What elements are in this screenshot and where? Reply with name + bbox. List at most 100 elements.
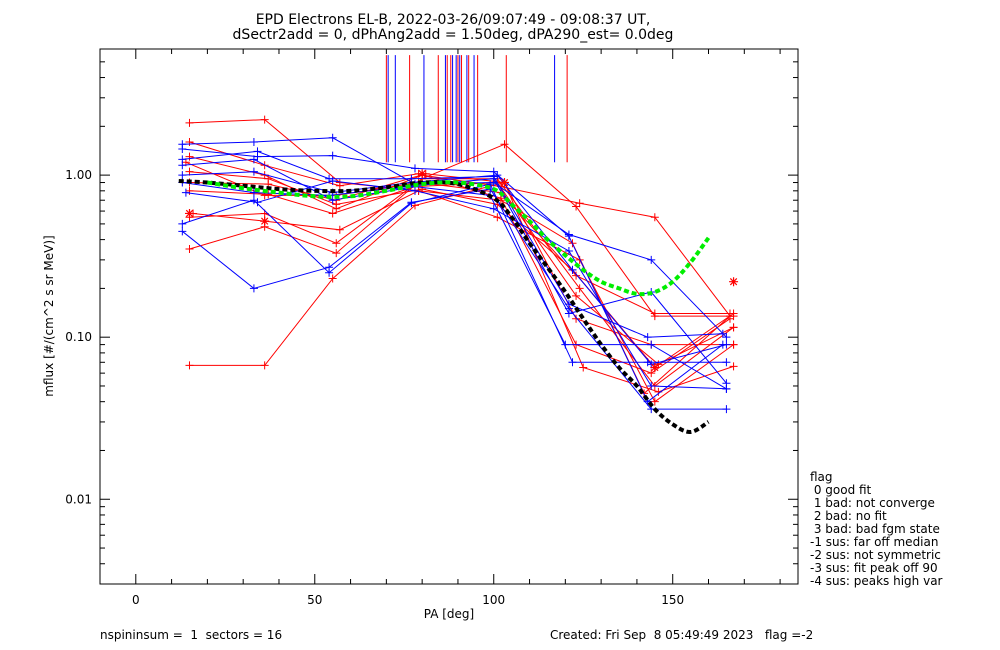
point-19-7 — [722, 379, 731, 388]
point-1-1 — [260, 115, 269, 124]
point-19-1 — [249, 188, 258, 197]
y-axis-label: mflux [#/(cm^2 s sr MeV)] — [42, 235, 56, 396]
fit-curve-green — [207, 180, 711, 297]
point-3-2 — [335, 225, 344, 234]
point-15-2 — [328, 196, 337, 205]
point-0-2 — [328, 274, 337, 283]
series-12 — [178, 185, 731, 414]
legend-entry-2: 2 bad: no fit — [810, 509, 887, 523]
star-markers — [184, 169, 739, 373]
x-axis-label: PA [deg] — [424, 607, 474, 621]
point-0-1 — [260, 361, 269, 370]
y-tick-label: 1.00 — [65, 168, 92, 182]
series-line-0 — [189, 181, 734, 393]
footer-left: nspininsum = 1 sectors = 16 — [100, 628, 282, 642]
point-15-5 — [561, 340, 570, 349]
chart-title: EPD Electrons EL-B, 2022-03-26/09:07:49 … — [256, 12, 651, 28]
chart-subtitle: dSectr2add = 0, dPhAng2add = 1.50deg, dP… — [233, 27, 674, 43]
series-8 — [185, 178, 738, 369]
point-12-1 — [249, 284, 258, 293]
point-10-7 — [729, 312, 738, 321]
point-15-6 — [647, 340, 656, 349]
point-14-1 — [249, 196, 258, 205]
legend-entry-3: 3 bad: bad fgm state — [810, 522, 940, 536]
point-6-5 — [572, 271, 581, 280]
point-2-0 — [185, 245, 194, 254]
point-17-0 — [178, 171, 187, 180]
point-12-7 — [722, 405, 731, 414]
point-3-4 — [493, 213, 502, 222]
point-4-6 — [650, 213, 659, 222]
flag-legend: flag 0 good fit 1 bad: not converge 2 ba… — [810, 470, 943, 588]
legend-title: flag — [810, 470, 833, 484]
point-18-7 — [718, 329, 727, 338]
point-11-2 — [328, 133, 337, 142]
star-marker-1 — [260, 216, 270, 226]
series-2 — [185, 174, 738, 390]
fit-curves — [178, 178, 711, 435]
legend-entry-1: 1 bad: not converge — [810, 496, 935, 510]
point-18-2 — [325, 174, 334, 183]
point-19-5 — [564, 309, 573, 318]
point-16-5 — [564, 247, 573, 256]
point-2-5 — [575, 284, 584, 293]
point-16-1 — [253, 198, 262, 207]
point-14-7 — [722, 358, 731, 367]
point-18-6 — [643, 333, 652, 342]
point-4-0 — [185, 152, 194, 161]
y-tick-label: 0.10 — [65, 330, 92, 344]
series-line-12 — [181, 188, 727, 410]
point-13-0 — [178, 144, 187, 153]
point-14-2 — [325, 268, 334, 277]
footer-right: Created: Fri Sep 8 05:49:49 2023 flag =-… — [550, 628, 813, 642]
legend-entry-5: -2 sus: not symmetric — [810, 548, 941, 562]
y-tick-label: 0.01 — [65, 492, 92, 506]
point-18-1 — [253, 147, 262, 156]
series-16 — [181, 176, 731, 393]
fit-curve-black — [178, 178, 710, 435]
point-16-0 — [181, 188, 190, 197]
plot-frame — [99, 48, 799, 585]
x-tick-label: 0 — [132, 593, 140, 607]
point-12-0 — [178, 227, 187, 236]
point-9-6 — [647, 369, 656, 378]
legend-entry-4: -1 sus: far off median — [810, 535, 938, 549]
point-11-7 — [722, 333, 731, 342]
series-line-7 — [189, 171, 734, 369]
point-11-1 — [249, 138, 258, 147]
point-16-4 — [489, 204, 498, 213]
star-marker-5 — [729, 277, 739, 287]
point-1-0 — [185, 118, 194, 127]
series-line-16 — [185, 180, 727, 390]
point-5-7 — [729, 340, 738, 349]
x-tick-label: 50 — [307, 593, 322, 607]
point-10-2 — [332, 239, 341, 248]
legend-entry-6: -3 sus: fit peak off 90 — [810, 561, 938, 575]
point-8-5 — [572, 291, 581, 300]
point-11-6 — [647, 255, 656, 264]
point-14-3 — [407, 199, 416, 208]
point-0-7 — [729, 362, 738, 371]
x-tick-label: 100 — [482, 593, 505, 607]
point-9-2 — [335, 181, 344, 190]
series-line-17 — [182, 171, 727, 365]
star-marker-2 — [417, 169, 427, 179]
point-14-0 — [178, 219, 187, 228]
x-tick-label: 150 — [661, 593, 684, 607]
point-17-7 — [722, 340, 731, 349]
vertical-lines — [385, 55, 568, 163]
y-axis-ticks: 0.01 0.10 1.00 — [65, 48, 798, 585]
star-marker-0 — [184, 208, 194, 218]
point-10-5 — [572, 202, 581, 211]
series-line-9 — [189, 141, 731, 374]
point-3-6 — [650, 397, 659, 406]
point-7-1 — [264, 174, 273, 183]
series-line-2 — [189, 178, 734, 387]
point-16-2 — [328, 176, 337, 185]
point-0-5 — [579, 363, 588, 372]
point-8-1 — [264, 190, 273, 199]
series-line-11 — [182, 137, 727, 338]
point-18-0 — [178, 155, 187, 164]
point-15-1 — [249, 155, 258, 164]
point-13-5 — [564, 232, 573, 241]
